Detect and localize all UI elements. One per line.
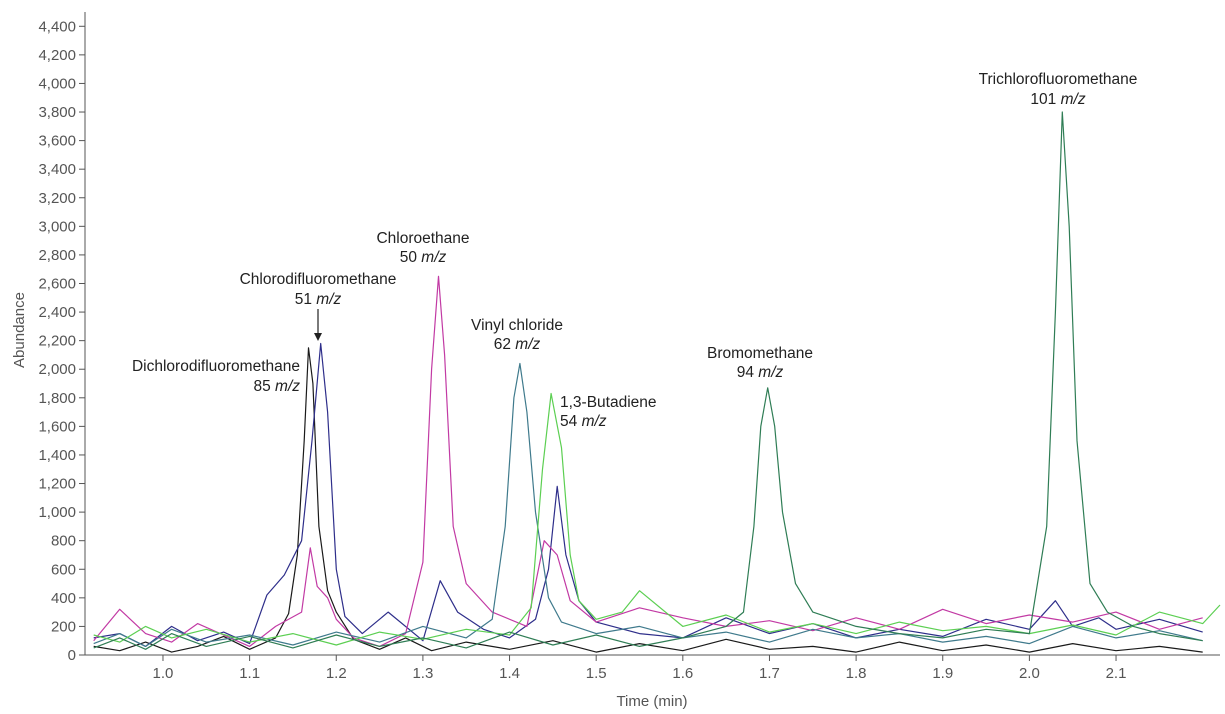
annotation-trichlorofluoromethane: Trichlorofluoromethane 101 m/z	[979, 71, 1138, 108]
annotation-chloroethane: Chloroethane 50 m/z	[376, 230, 469, 266]
y-tick-label: 2,800	[38, 247, 76, 264]
annotation-name: Dichlorodifluoromethane	[132, 358, 300, 375]
annotation-name: Chloroethane	[376, 230, 469, 247]
x-tick-label: 1.3	[412, 665, 433, 682]
annotation-mz: 54 m/z	[560, 413, 607, 430]
x-tick-label: 1.0	[153, 665, 174, 682]
y-tick-label: 4,200	[38, 47, 76, 64]
y-tick-label: 3,000	[38, 218, 76, 235]
series-line-1	[93, 347, 1203, 653]
annotation-name: 1,3-Butadiene	[560, 394, 657, 411]
x-tick-label: 2.0	[1019, 665, 1040, 682]
annotation-mz: 50 m/z	[400, 249, 447, 266]
series-line-3	[93, 275, 1203, 648]
y-tick-label: 4,000	[38, 75, 76, 92]
annotation-mz: 62 m/z	[494, 336, 541, 353]
x-axis-ticks: 1.0 1.1 1.2 1.3 1.4 1.5 1.6 1.7 1.8 1.9 2.0 2.1	[153, 655, 1127, 682]
y-axis-ticks: 0 200 400 600 800 1,000 1,200 1,400 1,600 1,800 2,…	[38, 18, 85, 664]
y-tick-label: 3,800	[38, 104, 76, 121]
annotation-name: Bromomethane	[707, 345, 813, 362]
annotation-mz: 101 m/z	[1030, 91, 1085, 108]
y-tick-label: 2,200	[38, 333, 76, 350]
annotation-arrow-head-icon	[314, 333, 322, 341]
annotation-mz: 85 m/z	[253, 378, 300, 395]
annotation-name: Vinyl chloride	[471, 317, 563, 334]
annotation-name: Trichlorofluoromethane	[979, 71, 1138, 88]
x-tick-label: 1.2	[326, 665, 347, 682]
x-tick-label: 1.1	[239, 665, 260, 682]
y-tick-label: 1,800	[38, 390, 76, 407]
annotation-dichlorodifluoromethane: Dichlorodifluoromethane 85 m/z	[132, 358, 300, 395]
y-axis-title: Abundance	[11, 292, 28, 368]
y-tick-label: 1,400	[38, 447, 76, 464]
y-tick-label: 1,000	[38, 504, 76, 521]
x-tick-label: 1.4	[499, 665, 520, 682]
annotation-bromomethane: Bromomethane 94 m/z	[707, 345, 813, 381]
annotation-vinyl-chloride: Vinyl chloride 62 m/z	[471, 317, 563, 353]
y-tick-label: 0	[68, 647, 76, 664]
y-tick-label: 2,600	[38, 275, 76, 292]
y-tick-label: 600	[51, 561, 76, 578]
series-line-2	[93, 342, 1203, 648]
annotation-name: Chlorodifluoromethane	[240, 271, 397, 288]
y-tick-label: 800	[51, 533, 76, 550]
series-lines	[93, 111, 1221, 653]
y-tick-label: 400	[51, 590, 76, 607]
annotation-butadiene: 1,3-Butadiene 54 m/z	[560, 394, 657, 430]
x-tick-label: 1.8	[846, 665, 867, 682]
series-line-6	[93, 111, 1203, 650]
y-tick-label: 3,200	[38, 190, 76, 207]
x-tick-label: 2.1	[1106, 665, 1127, 682]
y-tick-label: 4,400	[38, 18, 76, 35]
annotation-mz: 94 m/z	[737, 364, 784, 381]
x-tick-label: 1.6	[672, 665, 693, 682]
series-line-4	[93, 362, 1203, 648]
x-tick-label: 1.9	[932, 665, 953, 682]
y-tick-label: 2,000	[38, 361, 76, 378]
x-axis-title: Time (min)	[616, 693, 687, 710]
series-line-5	[93, 392, 1221, 646]
axes	[84, 12, 1220, 656]
y-tick-label: 3,400	[38, 161, 76, 178]
y-tick-label: 200	[51, 618, 76, 635]
x-tick-label: 1.5	[586, 665, 607, 682]
annotation-mz: 51 m/z	[295, 291, 342, 308]
y-tick-label: 1,600	[38, 418, 76, 435]
y-tick-label: 1,200	[38, 476, 76, 493]
x-tick-label: 1.7	[759, 665, 780, 682]
annotation-chlorodifluoromethane: Chlorodifluoromethane 51 m/z	[240, 271, 397, 341]
y-tick-label: 3,600	[38, 133, 76, 150]
y-tick-label: 2,400	[38, 304, 76, 321]
